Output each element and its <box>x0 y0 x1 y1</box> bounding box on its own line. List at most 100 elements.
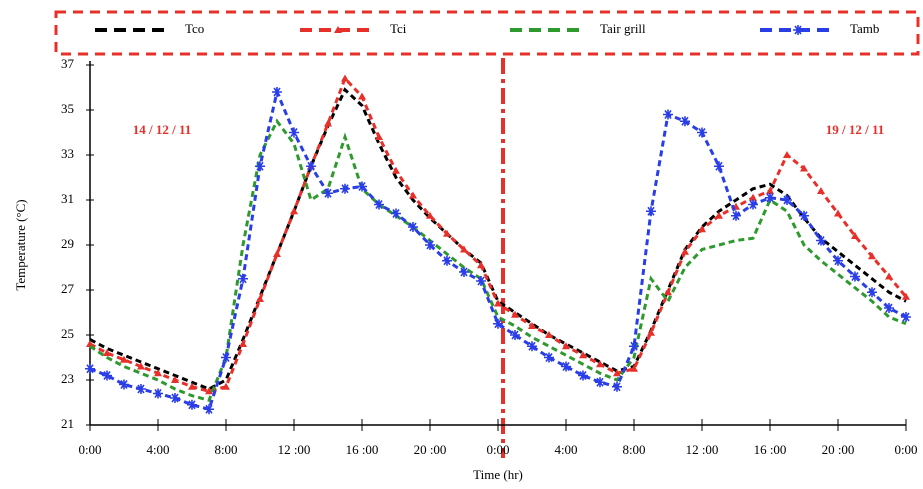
marker <box>511 310 519 318</box>
legend-label: Tco <box>185 21 204 36</box>
y-tick-label: 33 <box>61 146 74 161</box>
marker <box>358 92 366 100</box>
marker <box>647 328 655 336</box>
marker <box>545 331 553 338</box>
marker <box>646 206 656 217</box>
marker <box>596 360 604 368</box>
y-tick-label: 23 <box>61 371 74 386</box>
y-tick-label: 27 <box>61 281 75 296</box>
marker <box>664 288 672 296</box>
marker <box>578 370 588 381</box>
marker <box>544 352 554 363</box>
x-axis-label: Time (hr) <box>473 467 523 482</box>
x-tick-label: 4:00 <box>146 442 169 457</box>
marker <box>460 245 468 253</box>
marker <box>613 369 621 377</box>
marker <box>816 235 826 246</box>
y-tick-label: 35 <box>61 101 74 116</box>
marker <box>579 351 587 359</box>
marker <box>334 26 342 33</box>
marker <box>681 247 689 255</box>
marker <box>493 318 503 329</box>
marker <box>697 127 707 138</box>
marker <box>221 352 231 363</box>
x-tick-label: 8:00 <box>622 442 645 457</box>
marker <box>136 384 146 394</box>
series-line <box>89 87 907 391</box>
marker <box>120 355 128 363</box>
marker <box>357 181 367 192</box>
marker <box>153 388 163 399</box>
marker <box>306 161 316 172</box>
marker <box>408 222 418 232</box>
x-tick-label: 0:00 <box>486 442 509 457</box>
y-tick-label: 25 <box>61 326 74 341</box>
marker <box>749 193 757 201</box>
marker <box>698 225 706 233</box>
marker <box>885 272 893 280</box>
x-tick-label: 0:00 <box>894 442 917 457</box>
x-tick-label: 0:00 <box>78 442 101 457</box>
marker <box>817 187 825 194</box>
legend-label: Tair grill <box>600 21 646 36</box>
series-line <box>89 87 907 412</box>
marker <box>782 195 792 205</box>
marker <box>510 330 520 340</box>
marker <box>528 322 536 329</box>
marker <box>341 74 349 82</box>
x-tick-label: 20 :00 <box>822 442 855 457</box>
marker <box>612 381 622 392</box>
marker <box>171 376 179 383</box>
x-tick-label: 16 :00 <box>346 442 379 457</box>
marker <box>680 116 690 127</box>
marker <box>714 161 724 172</box>
marker <box>800 164 808 172</box>
marker <box>443 229 451 237</box>
marker <box>833 255 843 266</box>
marker <box>205 387 213 395</box>
legend-box <box>54 10 920 56</box>
marker <box>527 341 537 352</box>
marker <box>793 25 803 35</box>
marker <box>188 382 196 390</box>
marker <box>561 361 571 372</box>
marker <box>409 191 417 199</box>
marker <box>783 151 791 158</box>
legend-label: Tamb <box>850 21 879 36</box>
marker <box>102 370 112 381</box>
marker <box>476 276 486 286</box>
x-tick-label: 4:00 <box>554 442 577 457</box>
marker <box>850 271 860 282</box>
marker <box>425 240 435 250</box>
marker <box>340 183 350 194</box>
marker <box>374 199 384 210</box>
marker <box>324 119 332 127</box>
marker <box>323 188 333 199</box>
y-tick-label: 21 <box>61 416 74 431</box>
marker <box>119 379 129 390</box>
marker <box>765 192 775 203</box>
marker <box>222 382 230 390</box>
marker <box>595 377 605 388</box>
annotation: 14 / 12 / 11 <box>133 122 192 137</box>
marker <box>868 252 876 260</box>
y-axis-label: Temperature (°C) <box>13 199 28 290</box>
marker <box>392 166 400 174</box>
marker <box>255 161 265 172</box>
y-tick-label: 29 <box>61 236 74 251</box>
x-tick-label: 12 :00 <box>278 442 311 457</box>
x-tick-label: 12 :00 <box>686 442 719 457</box>
marker <box>137 362 145 370</box>
marker <box>103 349 111 356</box>
marker <box>459 267 469 277</box>
x-tick-label: 16 :00 <box>754 442 787 457</box>
marker <box>884 303 894 313</box>
marker <box>204 404 214 415</box>
marker <box>902 292 910 300</box>
y-tick-label: 37 <box>61 56 75 71</box>
marker <box>170 393 180 403</box>
marker <box>238 273 248 284</box>
marker <box>273 250 281 257</box>
marker <box>290 207 298 215</box>
